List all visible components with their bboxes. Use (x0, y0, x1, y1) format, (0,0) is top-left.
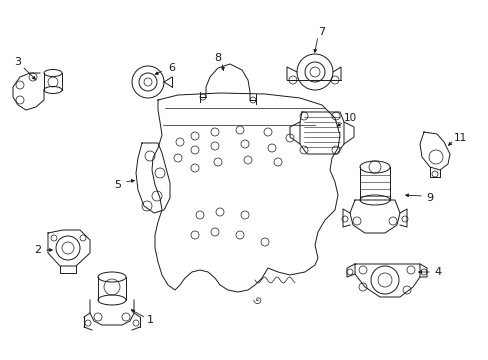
Text: 11: 11 (452, 133, 466, 143)
Text: 1: 1 (146, 315, 153, 325)
Text: 2: 2 (34, 245, 41, 255)
Text: 9: 9 (426, 193, 433, 203)
Text: 10: 10 (343, 113, 356, 123)
Text: 8: 8 (214, 53, 221, 63)
Text: 3: 3 (15, 57, 21, 67)
Text: 4: 4 (433, 267, 441, 277)
Text: 6: 6 (168, 63, 175, 73)
Text: 7: 7 (318, 27, 325, 37)
Text: 5: 5 (114, 180, 121, 190)
